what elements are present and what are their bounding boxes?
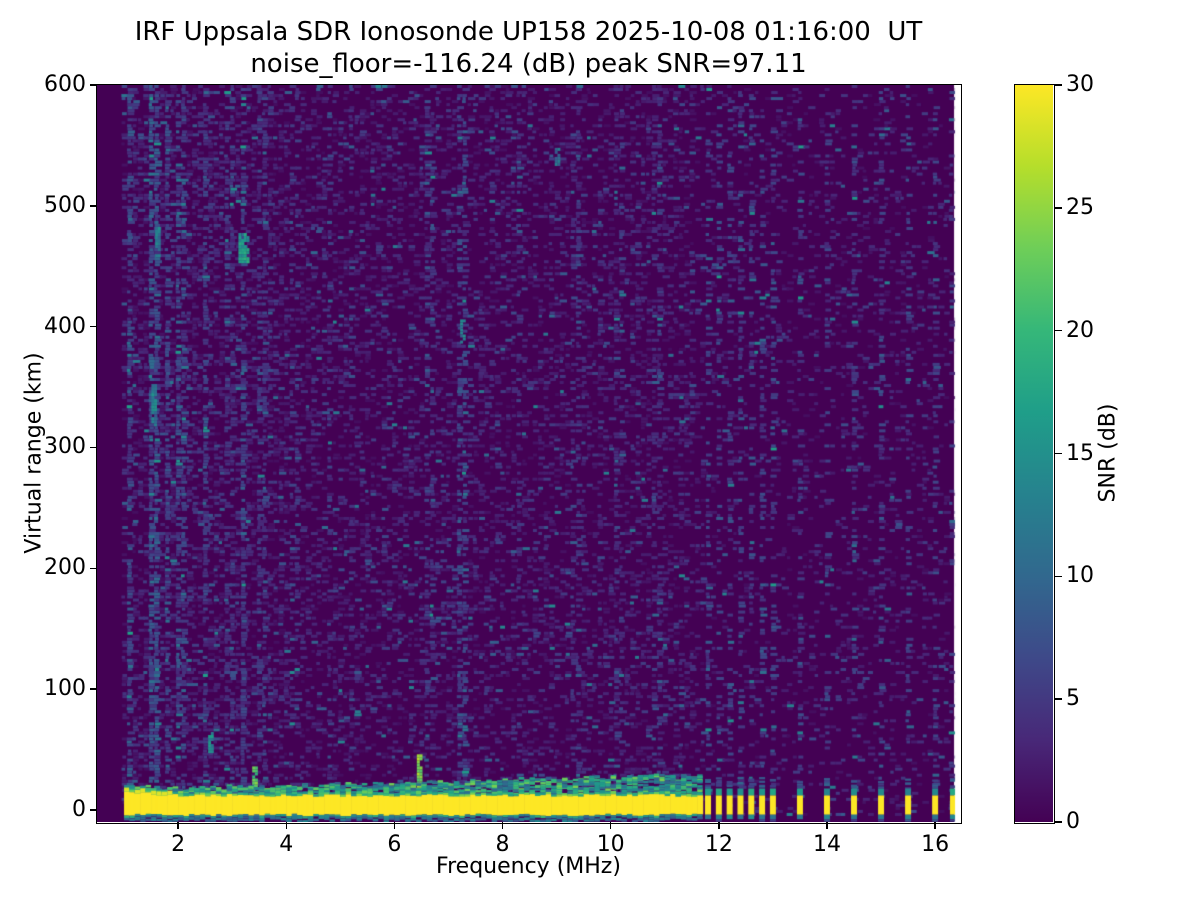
x-tick-label: 12 [704, 832, 733, 857]
ionogram-heatmap-canvas [97, 85, 960, 822]
x-tick-label: 16 [921, 832, 950, 857]
y-tick-label: 500 [44, 192, 86, 218]
y-tick [90, 688, 97, 690]
x-tick-label: 2 [171, 832, 186, 857]
colorbar-tick-label: 10 [1066, 563, 1094, 589]
x-tick [934, 822, 936, 829]
colorbar-tick-label: 5 [1066, 686, 1080, 712]
title-line2: noise_floor=-116.24 (dB) peak SNR=97.11 [250, 49, 807, 79]
y-tick-label: 600 [44, 72, 86, 97]
x-tick-label: 4 [279, 832, 294, 857]
colorbar-tick-label: 0 [1066, 809, 1080, 834]
colorbar-tick [1055, 698, 1062, 700]
colorbar-tick [1055, 329, 1062, 332]
colorbar-tick-label: 25 [1066, 194, 1094, 220]
y-tick-label: 400 [44, 313, 86, 339]
colorbar-tick [1055, 207, 1062, 209]
colorbar-tick [1055, 575, 1062, 578]
y-tick [90, 446, 97, 449]
colorbar-tick-label: 20 [1066, 317, 1094, 343]
y-tick-label: 0 [72, 796, 86, 822]
colorbar-tick [1055, 821, 1062, 823]
figure-title: IRF Uppsala SDR Ionosonde UP158 2025-10-… [97, 16, 960, 80]
x-tick [826, 822, 828, 829]
x-tick [718, 822, 720, 829]
colorbar-frame [1013, 83, 1055, 824]
x-axis-label: Frequency (MHz) [436, 854, 621, 879]
colorbar-tick-label: 30 [1066, 72, 1094, 97]
x-tick-label: 8 [495, 832, 510, 857]
x-tick-label: 14 [812, 832, 841, 857]
y-tick [90, 809, 97, 811]
colorbar-tick [1055, 84, 1062, 86]
y-tick-label: 200 [44, 555, 86, 581]
colorbar-label: SNR (dB) [1095, 403, 1121, 503]
x-tick [285, 822, 287, 829]
y-tick [90, 205, 97, 207]
x-tick [393, 822, 396, 829]
colorbar-tick [1055, 452, 1062, 455]
title-line1: IRF Uppsala SDR Ionosonde UP158 2025-10-… [134, 17, 923, 47]
y-tick [90, 325, 97, 328]
x-tick [609, 822, 612, 829]
colorbar-tick-label: 15 [1066, 440, 1094, 466]
y-tick-label: 300 [44, 434, 86, 460]
x-tick-label: 10 [596, 832, 625, 857]
y-axis-label: Virtual range (km) [21, 352, 47, 554]
x-tick-label: 6 [387, 832, 402, 857]
y-tick-label: 100 [44, 676, 86, 702]
y-tick [90, 567, 97, 570]
colorbar-gradient [1015, 85, 1053, 822]
x-tick [177, 822, 179, 829]
y-tick [90, 84, 97, 86]
x-tick [501, 822, 504, 829]
